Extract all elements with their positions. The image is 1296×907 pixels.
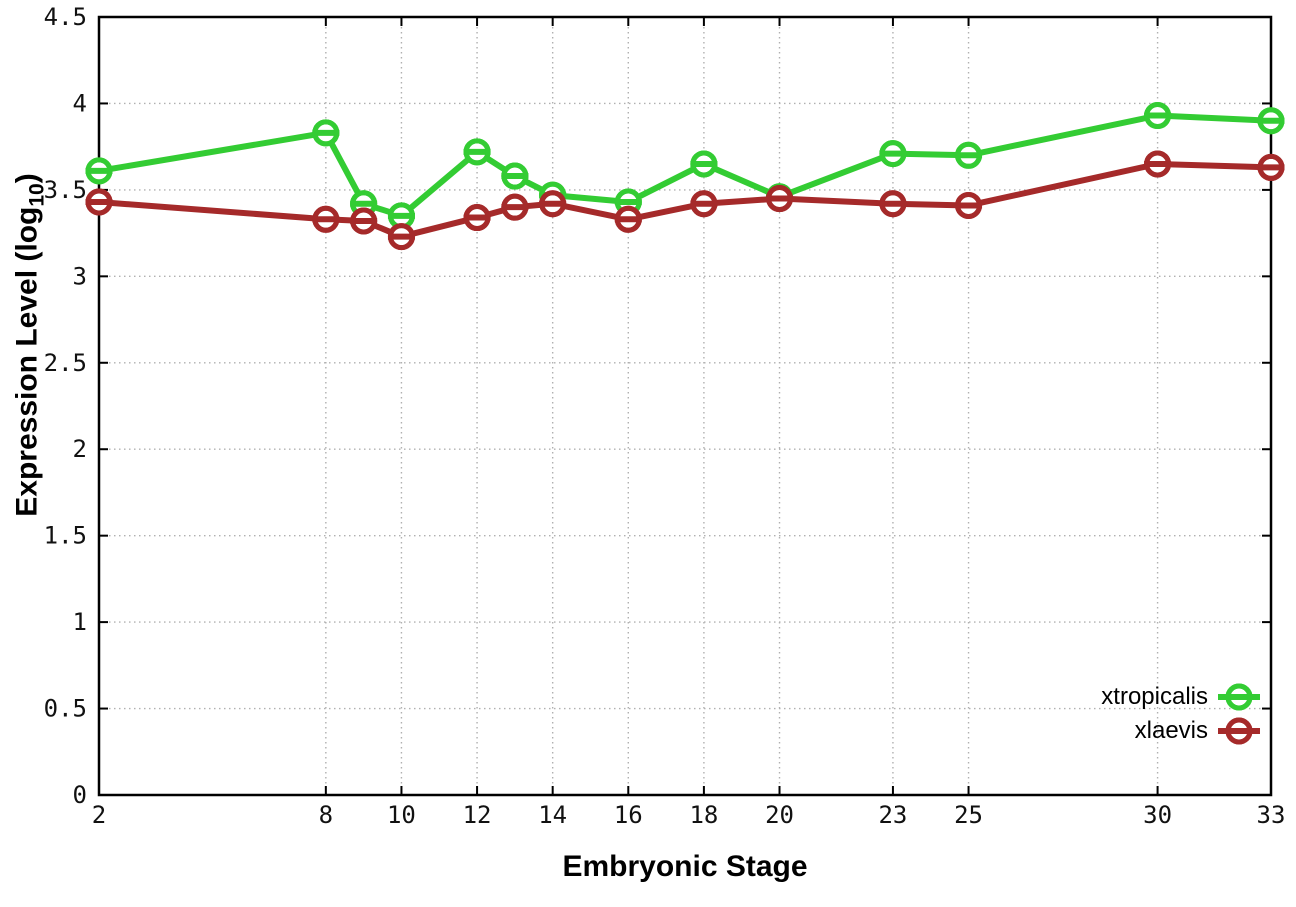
series-xtropicalis-marker-ring (1144, 102, 1172, 130)
y-tick-label: 0 (73, 781, 87, 809)
x-tick-label: 8 (319, 801, 333, 829)
legend-marker-xlaevis (1218, 717, 1260, 745)
y-tick-label: 4.5 (44, 3, 87, 31)
y-axis-title-prefix: Expression Level (log (10, 206, 44, 517)
y-tick-label: 3.5 (44, 176, 87, 204)
series-xtropicalis-marker-ring (955, 141, 983, 169)
series-xlaevis-marker-ring (85, 188, 113, 216)
series-xlaevis-marker-ring (350, 207, 378, 235)
x-tick-label: 16 (614, 801, 643, 829)
series-xlaevis-marker-ring (879, 190, 907, 218)
legend-label-xlaevis: xlaevis (1134, 717, 1208, 744)
legend-label-xtropicalis: xtropicalis (1101, 683, 1208, 710)
legend-item-xlaevis: xlaevis (1135, 716, 1262, 746)
series-xlaevis-marker-ring (766, 185, 794, 213)
y-tick-label: 2.5 (44, 349, 87, 377)
series-xtropicalis-marker-ring (312, 119, 340, 147)
series-xlaevis-marker-ring (1144, 150, 1172, 178)
series-xlaevis-marker-ring (614, 205, 642, 233)
series-xlaevis-marker-ring (690, 190, 718, 218)
series-xlaevis-marker-ring (539, 190, 567, 218)
x-tick-label: 14 (538, 801, 567, 829)
x-tick-label: 33 (1257, 801, 1286, 829)
x-tick-label: 18 (689, 801, 718, 829)
series-xtropicalis-marker-ring (690, 150, 718, 178)
series-xlaevis-marker-ring (387, 223, 415, 251)
series-xlaevis-marker-ring (501, 193, 529, 221)
x-tick-label: 30 (1143, 801, 1172, 829)
series-xlaevis-marker-ring (955, 191, 983, 219)
y-tick-label: 1.5 (44, 522, 87, 550)
x-tick-label: 10 (387, 801, 416, 829)
legend-item-xtropicalis: xtropicalis (1101, 682, 1262, 712)
legend-marker-xtropicalis (1218, 683, 1260, 711)
y-axis-title-suffix: ) (10, 173, 44, 184)
series-xtropicalis-marker-ring (85, 157, 113, 185)
series-xlaevis-marker-ring (463, 204, 491, 232)
series-xtropicalis-marker-ring (879, 140, 907, 168)
x-tick-label: 23 (878, 801, 907, 829)
y-tick-label: 0.5 (44, 695, 87, 723)
series-xlaevis-marker-ring (1257, 153, 1285, 181)
y-axis-title: Expression Level (log10) (11, 173, 50, 516)
series-xtropicalis-marker-ring (501, 162, 529, 190)
legend: xtropicalis xlaevis (1101, 682, 1262, 746)
series-line-xtropicalis (96, 112, 1274, 219)
y-tick-label: 2 (73, 435, 87, 463)
plot-border (97, 15, 1273, 797)
x-tick-label: 20 (765, 801, 794, 829)
y-axis-title-subscript: 10 (25, 183, 49, 207)
series-xtropicalis-marker-ring (1257, 107, 1285, 135)
y-tick-label: 4 (73, 89, 87, 117)
x-tick-label: 2 (92, 801, 106, 829)
x-tick-label: 12 (463, 801, 492, 829)
series-xlaevis-marker-ring (312, 205, 340, 233)
y-tick-label: 3 (73, 262, 87, 290)
series-xtropicalis-marker-ring (463, 138, 491, 166)
x-tick-label: 25 (954, 801, 983, 829)
y-tick-label: 1 (73, 608, 87, 636)
x-axis-title: Embryonic Stage (562, 850, 808, 883)
